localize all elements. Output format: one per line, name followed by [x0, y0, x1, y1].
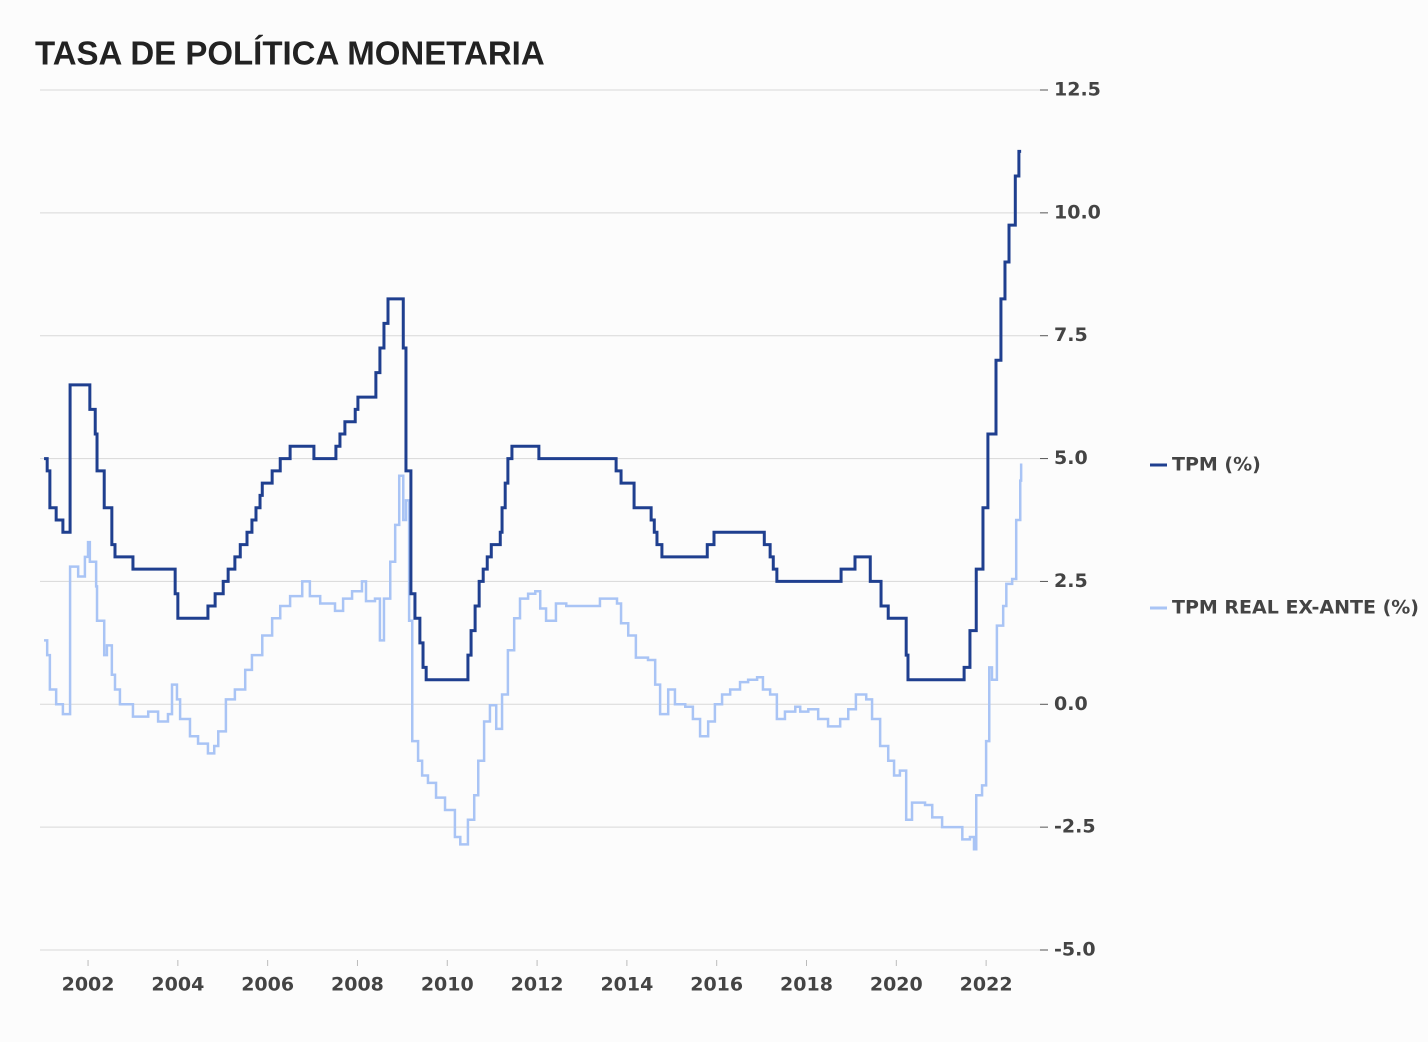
x-tick-label: 2020: [870, 974, 923, 996]
x-tick-label: 2006: [241, 974, 294, 996]
y-tick-label: 5.0: [1054, 447, 1088, 469]
x-tick-label: 2022: [960, 974, 1013, 996]
y-tick-label: 12.5: [1054, 79, 1101, 101]
legend-label: TPM (%): [1172, 454, 1261, 476]
y-tick-label: 2.5: [1054, 570, 1088, 592]
y-tick-label: 7.5: [1054, 324, 1088, 346]
legend-label: TPM REAL EX-ANTE (%): [1172, 597, 1419, 619]
line-series: [44, 463, 1023, 851]
x-tick-label: 2012: [511, 974, 564, 996]
line-series: [44, 149, 1022, 682]
x-tick-label: 2014: [600, 974, 653, 996]
chart-title: TASA DE POLÍTICA MONETARIA: [35, 35, 545, 72]
y-tick-label: 10.0: [1054, 201, 1101, 223]
y-tick-label: -2.5: [1054, 816, 1096, 838]
y-tick-label: -5.0: [1054, 939, 1096, 961]
x-tick-label: 2008: [331, 974, 384, 996]
x-tick-label: 2018: [780, 974, 833, 996]
x-tick-label: 2010: [421, 974, 474, 996]
x-tick-label: 2002: [62, 974, 115, 996]
x-tick-label: 2016: [690, 974, 743, 996]
y-tick-label: 0.0: [1054, 693, 1088, 715]
x-tick-label: 2004: [151, 974, 204, 996]
